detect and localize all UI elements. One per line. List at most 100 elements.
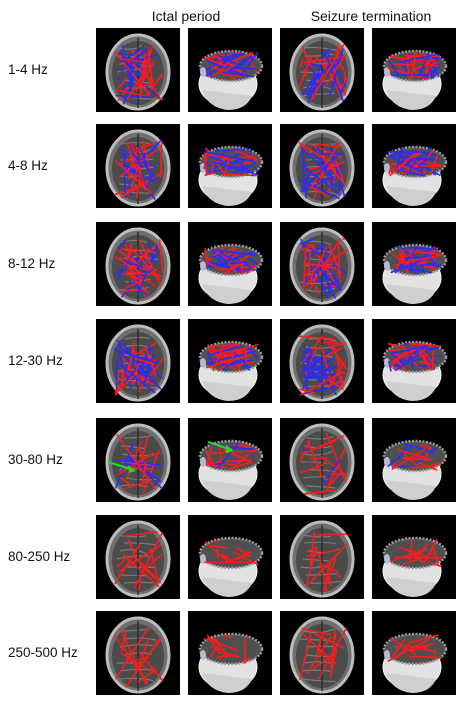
connectivity-edges xyxy=(305,531,348,592)
connectivity-edges xyxy=(387,342,442,372)
brain-panel-graphic xyxy=(382,340,448,401)
brain-panel-graphic xyxy=(198,145,264,206)
brain-panel-ictal-axial xyxy=(96,124,180,208)
brain-panel-graphic xyxy=(382,145,448,206)
row-label: 80-250 Hz xyxy=(8,549,71,564)
brain-panel-ictal-axial xyxy=(96,28,180,112)
brain-panel-termination-3d xyxy=(372,515,456,599)
brain-panel-ictal-3d xyxy=(188,515,272,599)
row-label: 12-30 Hz xyxy=(8,353,63,368)
connectivity-edges xyxy=(298,43,348,103)
row-label: 1-4 Hz xyxy=(8,62,48,77)
brain-panel-termination-axial xyxy=(280,124,364,208)
connectivity-edges xyxy=(299,627,348,681)
brain-panel-ictal-3d xyxy=(188,28,272,112)
brain-panel-termination-3d xyxy=(372,222,456,306)
brain-panel-graphic xyxy=(105,324,171,402)
connectivity-edges xyxy=(114,238,164,298)
connectivity-edges xyxy=(204,539,259,566)
row-label: 250-500 Hz xyxy=(8,645,78,660)
brain-panel-graphic xyxy=(289,616,355,694)
connectivity-edges xyxy=(205,441,258,471)
brain-panel-termination-3d xyxy=(372,611,456,695)
brain-panel-termination-axial xyxy=(280,515,364,599)
brain-panel-ictal-3d xyxy=(188,124,272,208)
brain-panel-graphic xyxy=(289,423,355,501)
row-label: 30-80 Hz xyxy=(8,452,63,467)
head-3d-render xyxy=(198,536,264,597)
connectivity-edges xyxy=(203,245,259,275)
brain-panel-termination-3d xyxy=(372,124,456,208)
brain-panel-graphic xyxy=(198,632,264,693)
brain-panel-termination-axial xyxy=(280,418,364,502)
connectivity-edges xyxy=(114,433,163,494)
connectivity-edges xyxy=(114,530,163,591)
brain-panel-ictal-3d xyxy=(188,222,272,306)
brain-panel-graphic xyxy=(105,33,171,111)
brain-panel-termination-axial xyxy=(280,28,364,112)
brain-panel-graphic xyxy=(289,520,355,598)
brain-panel-termination-axial xyxy=(280,611,364,695)
axial-mri-slice xyxy=(105,616,171,694)
connectivity-edges xyxy=(203,147,259,177)
brain-panel-graphic xyxy=(382,632,448,693)
connectivity-edges xyxy=(387,147,442,177)
connectivity-edges xyxy=(298,335,348,396)
connectivity-edges xyxy=(114,139,164,200)
brain-panel-graphic xyxy=(198,439,264,500)
connectivity-edges xyxy=(114,626,164,688)
column-header-seizure-termination: Seizure termination xyxy=(310,8,432,24)
connectivity-edges xyxy=(205,343,259,372)
connectivity-edges xyxy=(203,51,259,80)
axial-mri-slice xyxy=(289,520,355,598)
brain-panel-graphic xyxy=(382,439,448,500)
connectivity-edges xyxy=(387,51,442,81)
brain-panel-termination-axial xyxy=(280,319,364,403)
connectivity-edges xyxy=(298,141,346,200)
brain-panel-termination-3d xyxy=(372,28,456,112)
brain-panel-graphic xyxy=(105,129,171,207)
brain-panel-ictal-3d xyxy=(188,418,272,502)
row-label: 8-12 Hz xyxy=(8,256,56,271)
brain-panel-graphic xyxy=(382,49,448,110)
brain-panel-ictal-axial xyxy=(96,222,180,306)
brain-panel-graphic xyxy=(289,227,355,305)
brain-panel-graphic xyxy=(105,423,171,501)
brain-panel-termination-axial xyxy=(280,222,364,306)
head-3d-render xyxy=(382,536,448,597)
brain-panel-termination-3d xyxy=(372,319,456,403)
connectivity-edges xyxy=(387,442,443,471)
brain-panel-graphic xyxy=(289,33,355,111)
connectivity-edges xyxy=(390,245,443,275)
brain-panel-graphic xyxy=(105,616,171,694)
connectivity-edges xyxy=(387,634,443,662)
green-arrow-icon xyxy=(107,460,136,473)
head-3d-render xyxy=(382,632,448,693)
head-3d-render xyxy=(382,439,448,500)
connectivity-edges xyxy=(114,44,164,105)
brain-panel-ictal-3d xyxy=(188,319,272,403)
brain-panel-ictal-axial xyxy=(96,515,180,599)
connectivity-edges xyxy=(299,433,348,495)
brain-panel-ictal-axial xyxy=(96,319,180,403)
brain-panel-graphic xyxy=(198,49,264,110)
connectivity-edges xyxy=(203,634,251,664)
brain-panel-ictal-3d xyxy=(188,611,272,695)
row-label: 4-8 Hz xyxy=(8,158,48,173)
green-arrow-icon xyxy=(207,440,234,453)
brain-panel-graphic xyxy=(105,520,171,598)
brain-panel-graphic xyxy=(198,243,264,304)
brain-panel-ictal-axial xyxy=(96,611,180,695)
brain-panel-graphic xyxy=(382,243,448,304)
brain-panel-graphic xyxy=(289,324,355,402)
connectivity-edges xyxy=(300,238,348,299)
head-3d-render xyxy=(198,632,264,693)
column-header-ictal-period: Ictal period xyxy=(151,8,221,24)
brain-panel-ictal-axial xyxy=(96,418,180,502)
connectivity-edges xyxy=(391,539,443,568)
brain-panel-graphic xyxy=(289,129,355,207)
brain-panel-graphic xyxy=(105,227,171,305)
brain-panel-graphic xyxy=(198,340,264,401)
brain-panel-termination-3d xyxy=(372,418,456,502)
brain-panel-graphic xyxy=(198,536,264,597)
